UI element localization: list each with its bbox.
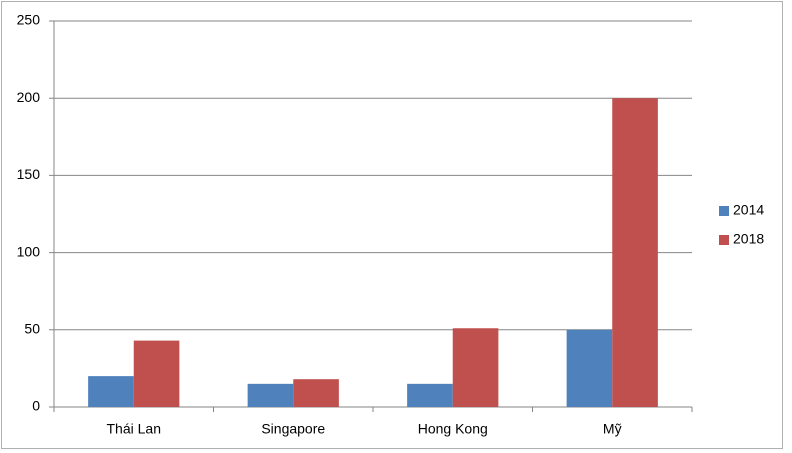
bar — [566, 329, 613, 407]
y-tick-label: 200 — [17, 89, 41, 105]
x-tick-label: Hong Kong — [418, 421, 488, 437]
legend-swatch — [719, 206, 729, 216]
y-tick-label: 100 — [17, 243, 41, 259]
bar — [452, 328, 499, 407]
legend-swatch — [719, 235, 729, 245]
bar — [293, 379, 339, 407]
y-tick-label: 150 — [17, 166, 41, 182]
bar — [133, 340, 180, 407]
legend-label: 2018 — [733, 231, 764, 247]
bar — [612, 98, 658, 407]
bar — [88, 376, 134, 407]
y-tick-label: 0 — [32, 398, 40, 414]
bar — [407, 383, 453, 407]
x-tick-label: Mỹ — [603, 421, 622, 437]
x-tick-label: Thái Lan — [107, 421, 161, 437]
bar — [247, 383, 294, 407]
y-tick-label: 50 — [24, 321, 40, 337]
y-tick-label: 250 — [17, 12, 41, 28]
legend-label: 2014 — [733, 202, 764, 218]
x-tick-label: Singapore — [261, 421, 325, 437]
